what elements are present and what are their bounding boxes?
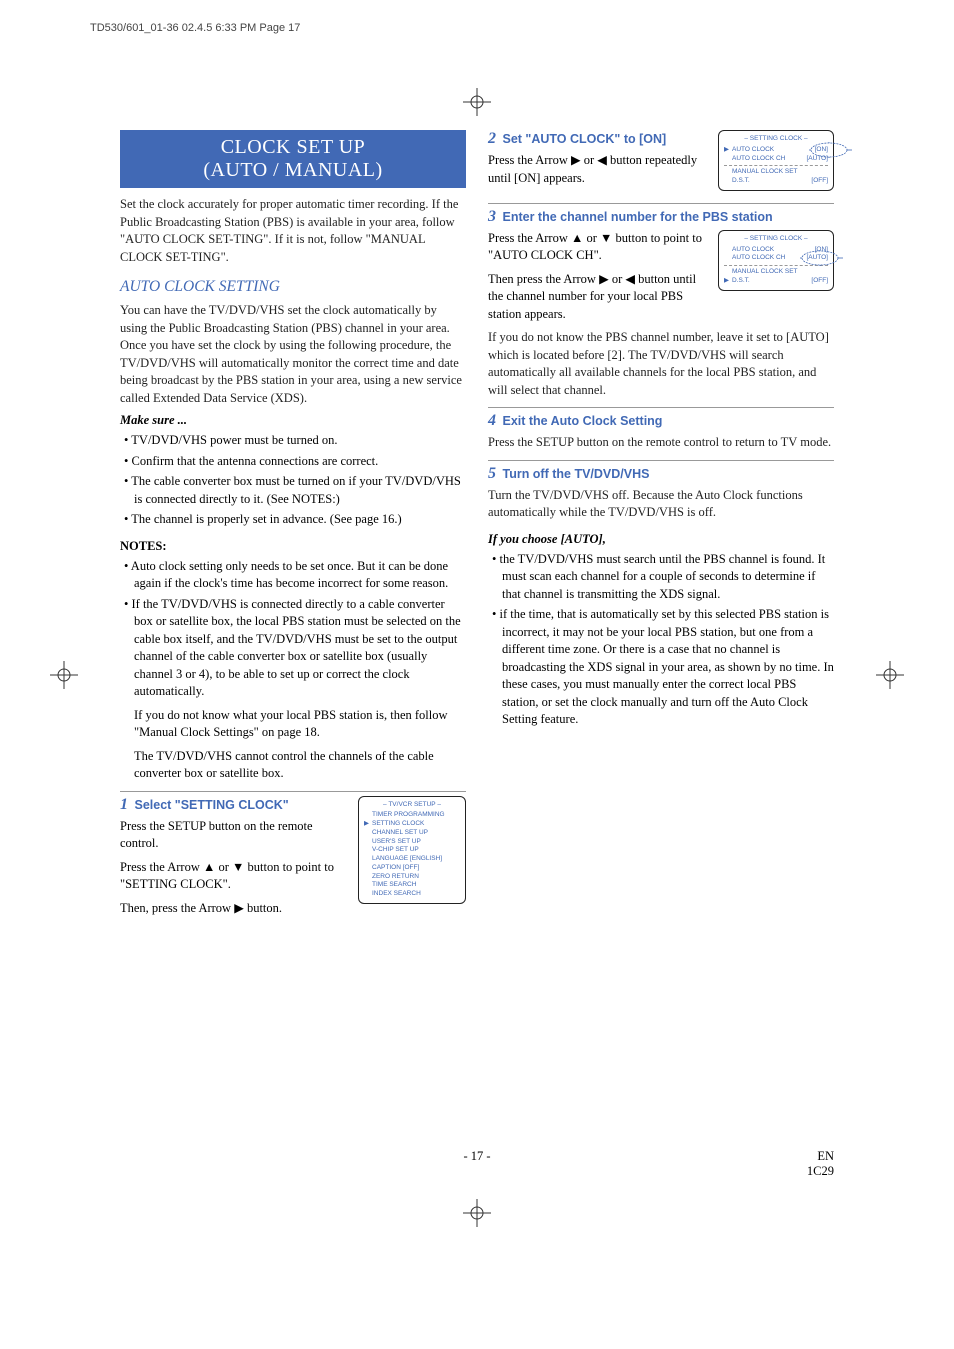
osd-item: TIME SEARCH	[364, 881, 460, 890]
banner-line2: (AUTO / MANUAL)	[120, 159, 466, 182]
step-separator	[120, 791, 466, 792]
register-mark-right-icon	[876, 661, 904, 689]
list-item: • if the time, that is automatically set…	[488, 606, 834, 729]
right-column: – SETTING CLOCK – ▶AUTO CLOCK[ON] AUTO CL…	[488, 130, 834, 1149]
choose-list: • the TV/DVD/VHS must search until the P…	[488, 551, 834, 729]
osd-item: USER'S SET UP	[364, 838, 460, 847]
osd-setting-clock-on: – SETTING CLOCK – ▶AUTO CLOCK[ON]AUTO CL…	[718, 130, 834, 191]
osd-row: D.S.T.[OFF]	[724, 177, 828, 186]
osd-row: AUTO CLOCK CH[AUTO]	[724, 254, 828, 263]
osd-setup-menu: – TV/VCR SETUP – TIMER PROGRAMMING▶SETTI…	[358, 796, 466, 904]
notes-heading: NOTES:	[120, 539, 466, 554]
osd-item: CAPTION [OFF]	[364, 864, 460, 873]
osd-row: MANUAL CLOCK SET	[724, 268, 828, 277]
step2-label: Set "AUTO CLOCK" to [ON]	[502, 132, 666, 146]
list-item: • The cable converter box must be turned…	[120, 473, 466, 508]
osd3-title: – SETTING CLOCK –	[724, 235, 828, 244]
makesure-heading: Make sure ...	[120, 413, 466, 428]
osd-setting-clock-ch: – SETTING CLOCK – AUTO CLOCK[ON]AUTO CLO…	[718, 230, 834, 291]
step3-para: If you do not know the PBS channel numbe…	[488, 329, 834, 399]
osd1-title: – TV/VCR SETUP –	[364, 801, 460, 810]
osd-item: ▶SETTING CLOCK	[364, 820, 460, 829]
step4-heading: 4 Exit the Auto Clock Setting	[488, 412, 834, 430]
osd-item: ZERO RETURN	[364, 873, 460, 882]
intro-text: Set the clock accurately for proper auto…	[120, 196, 466, 266]
osd-item: TIMER PROGRAMMING	[364, 811, 460, 820]
makesure-list: • TV/DVD/VHS power must be turned on. • C…	[120, 432, 466, 529]
osd-item: V-CHIP SET UP	[364, 846, 460, 855]
step5-heading: 5 Turn off the TV/DVD/VHS	[488, 465, 834, 483]
register-mark-top-icon	[463, 88, 491, 116]
step5-body: Turn the TV/DVD/VHS off. Because the Aut…	[488, 487, 834, 522]
register-mark-left-icon	[50, 661, 78, 689]
auto-clock-para: You can have the TV/DVD/VHS set the cloc…	[120, 302, 466, 407]
page-footer: - 17 - EN 1C29	[120, 1149, 834, 1179]
osd-item: LANGUAGE [ENGLISH]	[364, 855, 460, 864]
osd-row: ▶AUTO CLOCK[ON]	[724, 146, 828, 155]
banner-line1: CLOCK SET UP	[120, 136, 466, 159]
step3-label: Enter the channel number for the PBS sta…	[502, 210, 772, 224]
list-item: • Confirm that the antenna connections a…	[120, 453, 466, 471]
osd-item: INDEX SEARCH	[364, 890, 460, 899]
notes-list: • Auto clock setting only needs to be se…	[120, 558, 466, 701]
step5-label: Turn off the TV/DVD/VHS	[502, 467, 649, 481]
step-separator	[488, 407, 834, 408]
choose-heading: If you choose [AUTO],	[488, 532, 834, 547]
footer-code: 1C29	[807, 1164, 834, 1178]
left-column: CLOCK SET UP (AUTO / MANUAL) Set the clo…	[120, 130, 466, 1149]
list-item: • The channel is properly set in advance…	[120, 511, 466, 529]
auto-clock-heading: AUTO CLOCK SETTING	[120, 278, 466, 296]
step1-label: Select "SETTING CLOCK"	[134, 798, 288, 812]
osd-row: MANUAL CLOCK SET	[724, 168, 828, 177]
print-header: TD530/601_01-36 02.4.5 6:33 PM Page 17	[90, 22, 300, 34]
footer-en: EN	[817, 1149, 834, 1163]
list-item: • Auto clock setting only needs to be se…	[120, 558, 466, 593]
notes-tail2: The TV/DVD/VHS cannot control the channe…	[120, 748, 466, 783]
step4-body: Press the SETUP button on the remote con…	[488, 434, 834, 452]
register-mark-bottom-icon	[463, 1199, 491, 1227]
step4-label: Exit the Auto Clock Setting	[502, 414, 662, 428]
osd-item: CHANNEL SET UP	[364, 829, 460, 838]
page-number: - 17 -	[463, 1149, 490, 1164]
notes-tail1: If you do not know what your local PBS s…	[120, 707, 466, 742]
list-item: • the TV/DVD/VHS must search until the P…	[488, 551, 834, 604]
title-banner: CLOCK SET UP (AUTO / MANUAL)	[120, 130, 466, 188]
list-item: • TV/DVD/VHS power must be turned on.	[120, 432, 466, 450]
osd-row: ▶D.S.T.[OFF]	[724, 277, 828, 286]
list-item: • If the TV/DVD/VHS is connected directl…	[120, 596, 466, 701]
step-separator	[488, 460, 834, 461]
step3-heading: 3 Enter the channel number for the PBS s…	[488, 208, 834, 226]
step-separator	[488, 203, 834, 204]
